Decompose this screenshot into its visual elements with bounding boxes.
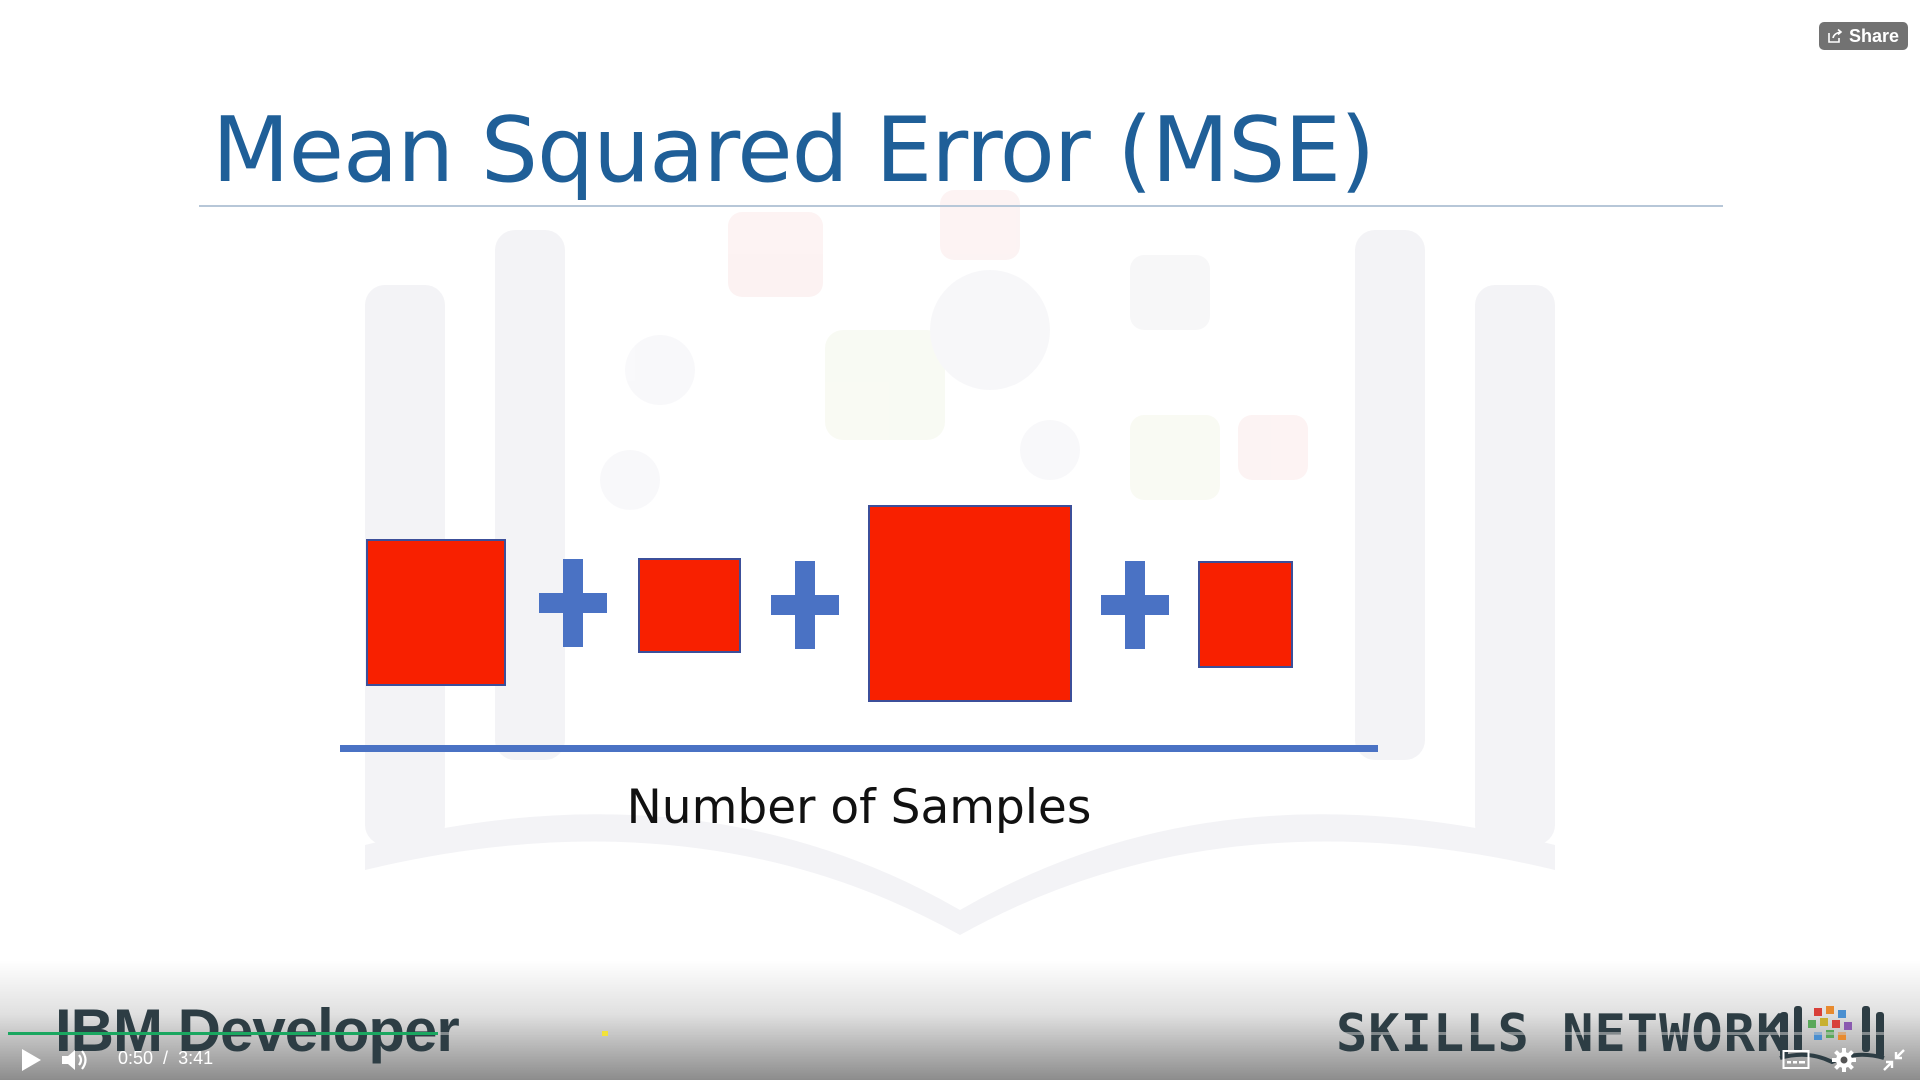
time-display: 0:50 / 3:41: [118, 1048, 213, 1069]
exit-fullscreen-icon[interactable]: [1880, 1046, 1908, 1074]
progress-bar[interactable]: [8, 1031, 1912, 1036]
time-separator: /: [163, 1048, 169, 1068]
current-time: 0:50: [118, 1048, 154, 1068]
error-square-3: [868, 505, 1072, 702]
error-square-4: [1198, 561, 1293, 668]
error-square-2: [638, 558, 741, 653]
slide-title: Mean Squared Error (MSE): [212, 98, 1375, 203]
ibm-developer-logo: IBM Developer: [55, 997, 460, 1064]
plus-icon: [1101, 561, 1169, 649]
plus-icon: [539, 559, 607, 647]
share-icon: [1828, 28, 1843, 43]
title-divider: [199, 205, 1723, 207]
play-icon[interactable]: [18, 1046, 44, 1074]
progress-marker: [602, 1031, 608, 1036]
share-button[interactable]: Share: [1818, 22, 1908, 50]
error-square-1: [366, 539, 506, 686]
captions-icon[interactable]: [1782, 1049, 1810, 1071]
share-label: Share: [1848, 25, 1899, 46]
duration: 3:41: [178, 1048, 214, 1068]
player-controls: 0:50 / 3:41: [0, 1040, 1920, 1080]
controls-gradient: [0, 960, 1920, 1080]
plus-icon: [771, 561, 839, 649]
volume-icon[interactable]: [60, 1047, 90, 1073]
progress-played: [8, 1032, 439, 1035]
denominator-label: Number of Samples: [626, 780, 1092, 835]
gear-icon[interactable]: [1830, 1046, 1858, 1074]
skills-network-book-logo: [1779, 1006, 1885, 1064]
fraction-bar: [340, 745, 1378, 752]
